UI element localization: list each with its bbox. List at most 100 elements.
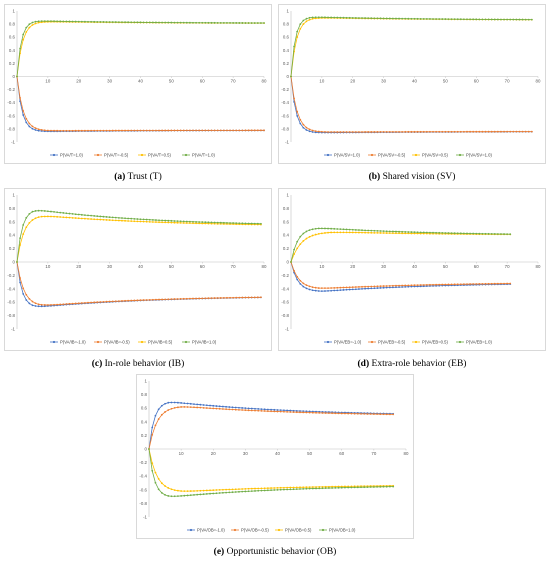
data-point: [389, 413, 391, 416]
data-point: [182, 297, 185, 300]
data-point: [527, 18, 530, 21]
data-point: [311, 486, 314, 488]
data-point: [317, 290, 320, 292]
y-tick-label: 1: [13, 9, 16, 14]
y-tick-label: -0.8: [7, 313, 15, 318]
data-point: [19, 277, 21, 279]
x-tick-label: 20: [350, 264, 355, 269]
data-point: [260, 487, 263, 490]
data-point: [299, 23, 302, 26]
y-tick-label: 0.8: [283, 22, 290, 27]
data-point: [167, 221, 170, 224]
series-s1: [148, 401, 395, 450]
data-point: [490, 232, 493, 235]
x-tick-label: 30: [243, 451, 248, 456]
data-point: [302, 486, 305, 489]
data-point: [336, 231, 339, 234]
data-point: [438, 283, 441, 286]
data-point: [456, 18, 459, 21]
data-point: [228, 408, 231, 411]
data-point: [170, 298, 173, 301]
data-point: [196, 493, 199, 496]
chart-frame: [278, 4, 546, 164]
data-point: [478, 18, 481, 21]
data-point: [62, 212, 65, 214]
data-point: [391, 286, 394, 289]
y-tick-label: 0: [145, 447, 148, 452]
data-point: [139, 299, 142, 302]
data-point: [416, 130, 419, 133]
data-point: [296, 240, 299, 243]
data-point: [444, 232, 447, 234]
data-point: [376, 17, 379, 20]
data-point: [293, 45, 295, 48]
data-point: [472, 232, 475, 235]
data-point: [348, 231, 351, 234]
data-point: [407, 130, 410, 133]
data-point: [231, 406, 234, 409]
data-point: [317, 16, 320, 19]
data-point: [524, 130, 527, 133]
data-point: [299, 235, 302, 238]
data-point: [339, 289, 342, 292]
data-point: [40, 215, 43, 218]
data-point: [234, 491, 237, 493]
data-point: [361, 285, 363, 288]
data-point: [46, 210, 49, 213]
data-point: [189, 220, 191, 223]
y-tick-label: 0.6: [283, 219, 290, 224]
data-point: [212, 404, 215, 407]
data-point: [65, 216, 68, 219]
data-point: [207, 222, 210, 225]
data-point: [314, 130, 317, 133]
data-point: [37, 209, 40, 212]
data-point: [339, 228, 342, 231]
series-s2: [16, 261, 262, 306]
data-point: [145, 129, 148, 132]
data-point: [308, 487, 311, 490]
data-point: [404, 130, 407, 133]
data-point: [370, 17, 373, 20]
data-point: [391, 130, 394, 133]
data-point: [161, 221, 164, 224]
data-point: [71, 216, 74, 219]
data-point: [353, 486, 356, 489]
data-point: [279, 486, 282, 489]
data-point: [340, 486, 343, 489]
data-point: [145, 21, 148, 24]
data-point: [219, 297, 222, 299]
data-point: [351, 286, 354, 289]
data-point: [366, 413, 369, 415]
legend-item: P(VA/T=0.5): [138, 153, 171, 158]
data-point: [324, 232, 326, 234]
data-point: [99, 20, 102, 23]
data-point: [382, 130, 385, 133]
data-point: [351, 131, 354, 133]
data-point: [506, 233, 509, 236]
data-point: [354, 288, 357, 291]
data-point: [111, 216, 114, 219]
data-point: [202, 493, 205, 496]
data-point: [185, 220, 188, 223]
y-tick-label: -0.4: [281, 286, 289, 291]
data-point: [170, 401, 173, 404]
data-point: [16, 261, 18, 263]
data-point: [407, 17, 410, 20]
data-point: [37, 216, 40, 219]
data-point: [142, 21, 145, 24]
data-point: [154, 481, 157, 484]
y-tick-label: -0.8: [7, 126, 15, 131]
data-point: [80, 20, 83, 23]
legend-label: P(VA/SV=-0.5): [378, 153, 406, 158]
x-tick-label: 20: [76, 264, 81, 269]
data-point: [447, 18, 450, 21]
y-tick-label: 0.8: [141, 392, 148, 397]
x-tick-label: 30: [107, 79, 112, 84]
data-point: [342, 131, 345, 133]
series-s4: [290, 16, 533, 78]
data-point: [195, 129, 197, 132]
data-point: [481, 18, 484, 21]
data-point: [198, 129, 201, 132]
data-point: [410, 130, 413, 133]
legend-item: P(VA/OB=-1.0): [187, 528, 225, 533]
